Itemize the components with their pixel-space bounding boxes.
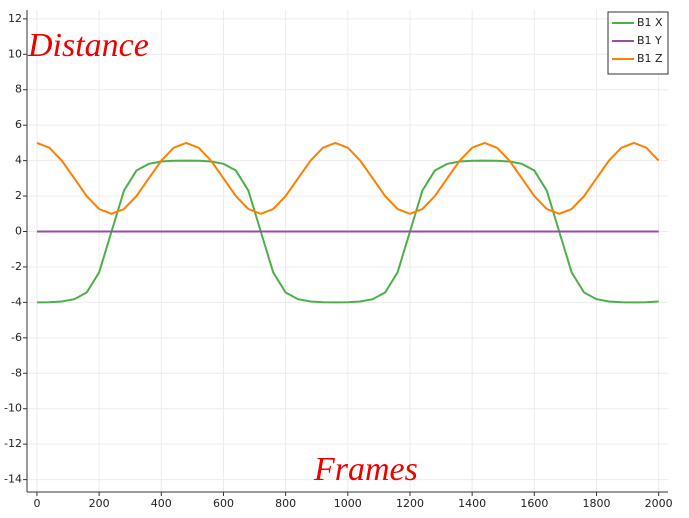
y-axis-label: Distance [27,27,149,64]
y-tick-label: -14 [4,473,22,486]
x-tick-label: 1800 [583,497,611,510]
y-tick-label: -2 [11,260,22,273]
y-tick-label: -4 [11,295,22,308]
x-tick-label: 1000 [334,497,362,510]
x-tick-label: 1200 [396,497,424,510]
y-tick-label: 6 [15,118,22,131]
y-tick-label: -10 [4,402,22,415]
x-tick-label: 800 [275,497,296,510]
x-tick-label: 200 [89,497,110,510]
x-tick-label: 1400 [458,497,486,510]
y-tick-label: 12 [8,12,22,25]
y-tick-label: 2 [15,189,22,202]
x-tick-label: 400 [151,497,172,510]
plot: -14 -12 -10 -8 -6 -4 -2 0 2 4 6 8 10 12 0 200 400 600 800 1… [4,10,673,510]
series-line [36,159,659,304]
y-tick-label: 10 [8,47,22,60]
y-tick-label: -12 [4,437,22,450]
x-tick-label: 600 [213,497,234,510]
y-tick-label: 8 [15,83,22,96]
y-tick-label: -8 [11,366,22,379]
series-line [36,141,660,215]
y-tick-label: 0 [15,225,22,238]
y-tick-label: -6 [11,331,22,344]
legend-label: B1 X [637,16,663,29]
legend-label: B1 Y [637,34,662,47]
legend-label: B1 Z [637,52,663,65]
legend: B1 X B1 Y B1 Z [607,11,669,75]
y-tick-label: 4 [15,154,22,167]
x-tick-label: 1600 [520,497,548,510]
x-axis-label: Frames [313,451,418,488]
x-tick-label: 2000 [645,497,673,510]
x-tick-label: 0 [33,497,40,510]
